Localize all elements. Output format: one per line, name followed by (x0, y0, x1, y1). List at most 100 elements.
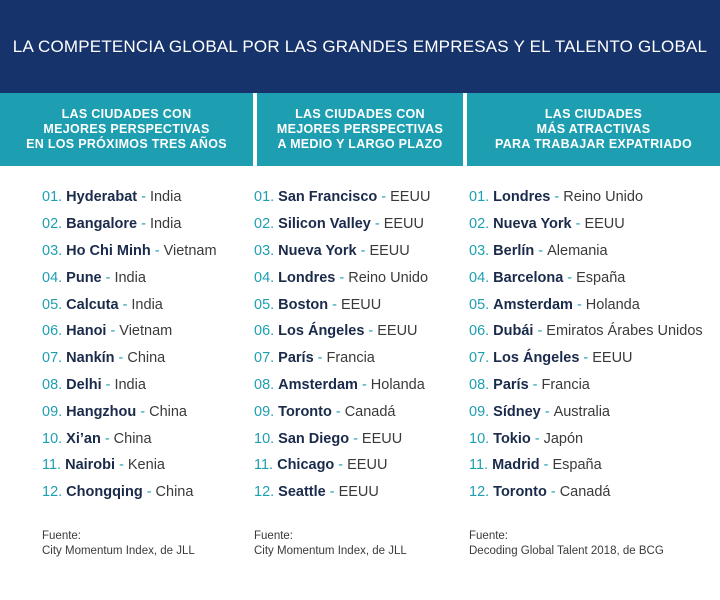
city-list-2: 01. San Francisco - EEUU 02. Silicon Valley - E… (254, 184, 430, 506)
rank: 03. (42, 242, 63, 259)
separator: - (374, 216, 380, 233)
column-header-line: EN LOS PRÓXIMOS TRES AÑOS (26, 137, 227, 151)
list-item: 07. Nankín - China (42, 345, 217, 372)
city-name: Madrid (492, 457, 540, 474)
country-name: China (127, 350, 166, 367)
rank: 08. (469, 376, 490, 393)
separator: - (146, 484, 152, 501)
rank: 03. (254, 242, 275, 259)
column-header-1: LAS CIUDADES CON MEJORES PERSPECTIVAS EN… (0, 93, 253, 166)
rank: 04. (42, 269, 63, 286)
list-item: 11. Chicago - EEUU (254, 452, 430, 479)
separator: - (575, 216, 581, 233)
list-item: 03. Nueva York - EEUU (254, 238, 430, 265)
separator: - (538, 242, 544, 259)
separator: - (105, 376, 111, 393)
separator: - (332, 296, 337, 313)
list-item: 09. Hangzhou - China (42, 398, 217, 425)
separator: - (537, 323, 543, 340)
country-name: Vietnam (119, 323, 173, 340)
rank: 11. (254, 457, 274, 474)
separator: - (105, 269, 111, 286)
list-item: 11. Nairobi - Kenia (42, 452, 217, 479)
country-name: Reino Unido (348, 269, 429, 286)
separator: - (338, 457, 344, 474)
list-item: 07. París - Francia (254, 345, 430, 372)
list-item: 09. Sídney - Australia (469, 398, 703, 425)
country-name: India (114, 376, 146, 393)
city-name: Barcelona (493, 269, 564, 286)
list-item: 05. Amsterdam - Holanda (469, 291, 703, 318)
city-name: Sídney (493, 403, 541, 420)
list-item: 10. Tokio - Japón (469, 425, 703, 452)
separator: - (353, 430, 358, 447)
rank: 12. (42, 484, 63, 501)
separator: - (532, 376, 538, 393)
country-name: China (149, 403, 187, 420)
city-name: París (278, 350, 314, 367)
list-item: 08. París - Francia (469, 372, 703, 399)
city-name: Chicago (277, 457, 335, 474)
source-label: Fuente: (42, 530, 81, 542)
list-item: 06. Hanoi - Vietnam (42, 318, 217, 345)
rank: 06. (254, 323, 275, 340)
country-name: China (155, 484, 194, 501)
city-name: Chongqing (66, 484, 143, 501)
source-text: City Momentum Index, de JLL (254, 545, 407, 557)
list-item: 04. Pune - India (42, 264, 217, 291)
country-name: Reino Unido (563, 189, 644, 206)
city-name: Hanoi (66, 323, 107, 340)
city-name: Berlín (493, 242, 535, 259)
list-item: 05. Calcuta - India (42, 291, 217, 318)
list-item: 06. Dubái - Emiratos Árabes Unidos (469, 318, 703, 345)
separator: - (140, 403, 146, 420)
rank: 07. (42, 350, 63, 367)
city-name: París (493, 376, 529, 393)
list-item: 10. San Diego - EEUU (254, 425, 430, 452)
column-header-line: LAS CIUDADES CON (61, 107, 192, 121)
rank: 10. (469, 430, 490, 447)
rank: 07. (254, 350, 275, 367)
source-note-1: Fuente: City Momentum Index, de JLL (42, 529, 195, 559)
source-text: City Momentum Index, de JLL (42, 545, 195, 557)
country-name: EEUU (338, 484, 379, 501)
rank: 06. (42, 323, 63, 340)
city-name: Dubái (493, 323, 534, 340)
rank: 06. (469, 323, 490, 340)
city-name: Amsterdam (493, 296, 573, 313)
column-header-3: LAS CIUDADES MÁS ATRACTIVAS PARA TRABAJA… (467, 93, 720, 166)
page-title: LA COMPETENCIA GLOBAL POR LAS GRANDES EM… (12, 36, 708, 56)
country-name: Vietnam (163, 242, 217, 259)
rank: 10. (42, 430, 63, 447)
country-name: India (131, 296, 163, 313)
city-name: Los Ángeles (278, 323, 365, 340)
separator: - (141, 216, 146, 233)
country-name: Alemania (547, 242, 608, 259)
rank: 09. (469, 403, 490, 420)
rank: 01. (254, 189, 275, 206)
separator: - (554, 189, 560, 206)
city-name: Toronto (493, 484, 547, 501)
country-name: EEUU (584, 216, 625, 233)
column-header-line: LAS CIUDADES (544, 107, 643, 121)
column-header-line: MÁS ATRACTIVAS (536, 122, 651, 136)
list-item: 02. Silicon Valley - EEUU (254, 211, 430, 238)
city-name: Xi’an (66, 430, 101, 447)
country-name: EEUU (390, 189, 431, 206)
list-item: 12. Seattle - EEUU (254, 479, 430, 506)
country-name: EEUU (592, 350, 633, 367)
country-name: Australia (553, 403, 610, 420)
rank: 01. (42, 189, 63, 206)
city-name: Londres (493, 189, 551, 206)
list-item: 05. Boston - EEUU (254, 291, 430, 318)
separator: - (339, 269, 345, 286)
rank: 12. (469, 484, 490, 501)
rank: 09. (254, 403, 275, 420)
city-name: Hyderabat (66, 189, 138, 206)
country-name: Holanda (370, 376, 425, 393)
country-name: EEUU (347, 457, 388, 474)
rank: 11. (42, 457, 62, 474)
rank: 04. (254, 269, 275, 286)
separator: - (110, 323, 116, 340)
city-name: Nueva York (278, 242, 357, 259)
